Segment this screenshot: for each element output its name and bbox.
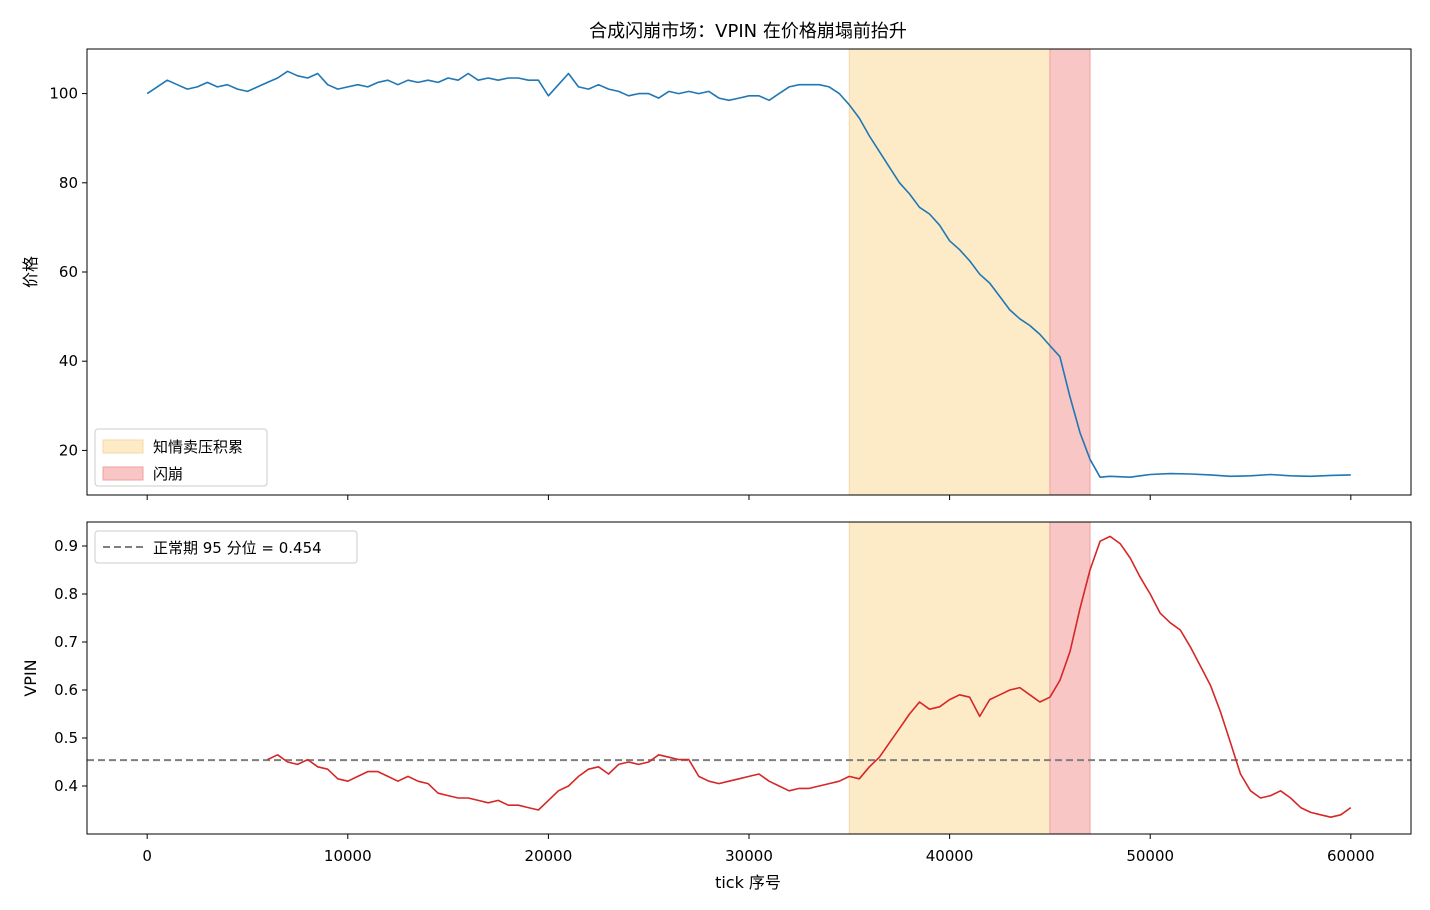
vpin-x-tick-label: 30000: [725, 847, 773, 865]
vpin-series-line-0: [267, 535, 1352, 819]
x-axis-label: tick 序号: [715, 873, 781, 892]
vpin-y-tick-label: 0.8: [54, 585, 78, 603]
price-legend-label-0: 知情卖压积累: [153, 438, 243, 456]
vpin-region-0: [849, 522, 1050, 834]
vpin-x-tick-label: 10000: [324, 847, 372, 865]
price-y-axis-label: 价格: [21, 256, 40, 288]
vpin-x-tick-label: 0: [142, 847, 152, 865]
vpin-panel: 0.4 0.5 0.6 0.7 0.8 0.9 0 10000 20000 30000 40000 5…: [21, 521, 1412, 865]
vpin-x-tick-label: 60000: [1327, 847, 1375, 865]
vpin-x-tick-label: 20000: [525, 847, 573, 865]
price-legend-label-1: 闪崩: [153, 465, 183, 483]
vpin-legend-box: [94, 530, 358, 564]
vpin-legend-label: 正常期 95 分位 = 0.454: [153, 539, 322, 557]
price-y-tick-label: 20: [59, 441, 78, 459]
vpin-region-1: [1049, 522, 1091, 834]
chart-title: 合成闪崩市场：VPIN 在价格崩塌前抬升: [589, 21, 907, 42]
price-series-line-0: [146, 70, 1351, 479]
vpin-y-tick-label: 0.6: [54, 681, 78, 699]
price-y-tick-label: 60: [59, 263, 78, 281]
price-y-tick-label: 80: [59, 174, 78, 192]
price-y-tick-label: 40: [59, 352, 78, 370]
price-region-1: [1049, 49, 1091, 495]
vpin-y-tick-label: 0.4: [54, 777, 78, 795]
price-legend-swatch-0: [102, 439, 144, 454]
vpin-x-tick-label: 40000: [926, 847, 974, 865]
vpin-y-tick-label: 0.9: [54, 537, 78, 555]
vpin-y-tick-label: 0.7: [54, 633, 78, 651]
price-region-0: [849, 49, 1050, 495]
vpin-y-axis-label: VPIN: [21, 659, 40, 696]
price-plot-frame: [86, 48, 1412, 496]
price-legend-swatch-1: [102, 466, 144, 481]
vpin-x-tick-label: 50000: [1126, 847, 1174, 865]
vpin-plot-frame: [86, 521, 1412, 835]
vpin-y-tick-label: 0.5: [54, 729, 78, 747]
price-y-tick-label: 100: [49, 85, 78, 103]
